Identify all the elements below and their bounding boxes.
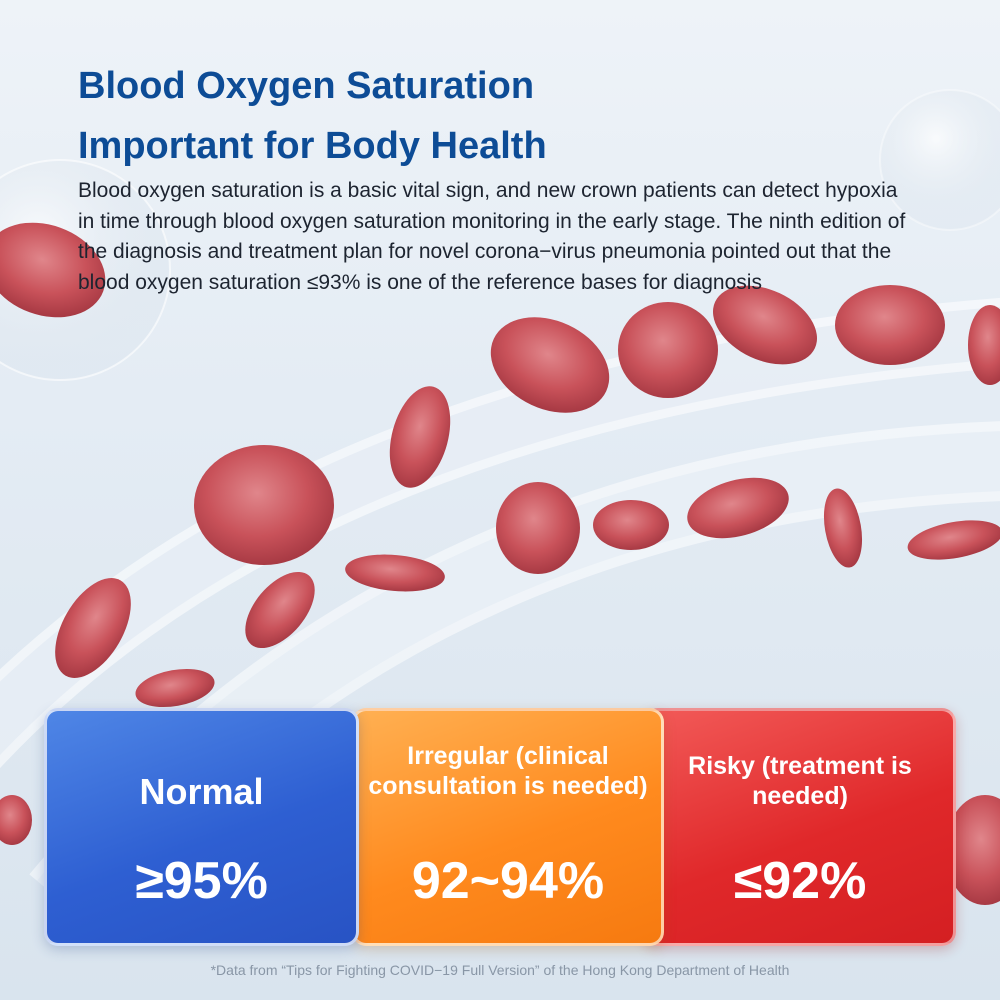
- intro-paragraph: Blood oxygen saturation is a basic vital…: [78, 179, 906, 294]
- title-line-1: Blood Oxygen Saturation: [78, 65, 535, 107]
- card-risky-value: ≤92%: [733, 852, 867, 910]
- source-footnote: *Data from “Tips for Fighting COVID−19 F…: [210, 962, 790, 978]
- card-irregular-value: 92~94%: [411, 852, 605, 910]
- card-irregular-label: Irregular (clinical consultation is need…: [368, 742, 648, 800]
- card-normal-value: ≥95%: [135, 852, 268, 910]
- page-title: Blood Oxygen Saturation Important for Bo…: [78, 56, 547, 176]
- card-irregular: Irregular (clinical consultation is need…: [352, 708, 664, 946]
- card-normal-label: Normal: [139, 771, 264, 812]
- card-risky-label: Risky (treatment is needed): [688, 752, 912, 810]
- saturation-levels: Normal ≥95% Irregular (clinical consulta…: [44, 708, 956, 946]
- card-risky: Risky (treatment is needed) ≤92%: [644, 708, 956, 946]
- title-line-2: Important for Body Health: [78, 125, 547, 167]
- card-normal: Normal ≥95%: [44, 708, 359, 946]
